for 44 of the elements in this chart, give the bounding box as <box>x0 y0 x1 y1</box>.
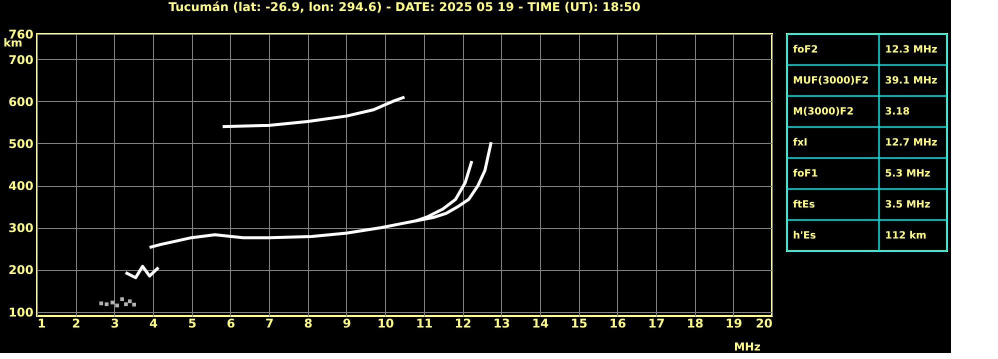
text: 112 km <box>885 230 926 242</box>
x-tick-label: 4 <box>149 316 158 330</box>
text: 12.3 MHz <box>885 44 938 56</box>
y-tick-label: 600 <box>8 94 34 109</box>
text: 3.5 MHz <box>885 200 931 210</box>
x-tick-label: 12 <box>454 316 472 330</box>
x-tick-label: 17 <box>648 316 665 330</box>
chart-title: Tucumán (lat: -26.9, lon: 294.6) - DATE: 2025 05 19 - TIME (UT): 18:50 <box>168 0 640 14</box>
y-tick-label: 760 <box>8 28 34 42</box>
x-tick-label: 13 <box>493 316 510 330</box>
x-tick-label: 1 <box>38 316 46 330</box>
text: h'Es <box>793 230 816 242</box>
x-tick-label: 14 <box>532 316 549 330</box>
x-tick-label: 8 <box>304 316 312 330</box>
text: 12.7 MHz <box>885 138 938 148</box>
x-tick-label: 7 <box>265 316 274 330</box>
text: 5.3 MHz <box>885 168 931 180</box>
y-tick-label: 200 <box>8 263 34 278</box>
x-axis-title: MHz <box>734 340 760 354</box>
x-tick-label: 15 <box>570 316 588 330</box>
x-tick-label: 5 <box>188 316 196 330</box>
y-tick-label: 300 <box>8 221 34 236</box>
x-tick-label: 20 <box>756 316 772 330</box>
text: ftEs <box>793 200 815 210</box>
x-tick-label: 9 <box>342 316 352 330</box>
text: fxI <box>793 138 808 148</box>
x-tick-label: 11 <box>416 316 433 330</box>
x-tick-label: 19 <box>725 316 742 330</box>
x-tick-label: 6 <box>226 316 236 330</box>
text: M(3000)F2 <box>793 106 854 118</box>
text: MUF(3000)F2 <box>793 76 869 86</box>
x-tick-label: 2 <box>72 316 80 330</box>
y-tick-label: 100 <box>8 305 34 320</box>
text: foF1 <box>793 168 818 180</box>
x-tick-label: 16 <box>609 316 626 330</box>
y-tick-label: 500 <box>8 136 34 151</box>
text: foF2 <box>793 44 818 56</box>
y-tick-label: 400 <box>8 179 34 194</box>
x-tick-label: 3 <box>110 316 120 330</box>
x-tick-label: 10 <box>377 316 394 330</box>
y-tick-label: 700 <box>8 52 34 67</box>
text: 3.18 <box>885 106 910 118</box>
x-tick-label: 18 <box>686 316 704 330</box>
text: 39.1 MHz <box>885 76 938 86</box>
